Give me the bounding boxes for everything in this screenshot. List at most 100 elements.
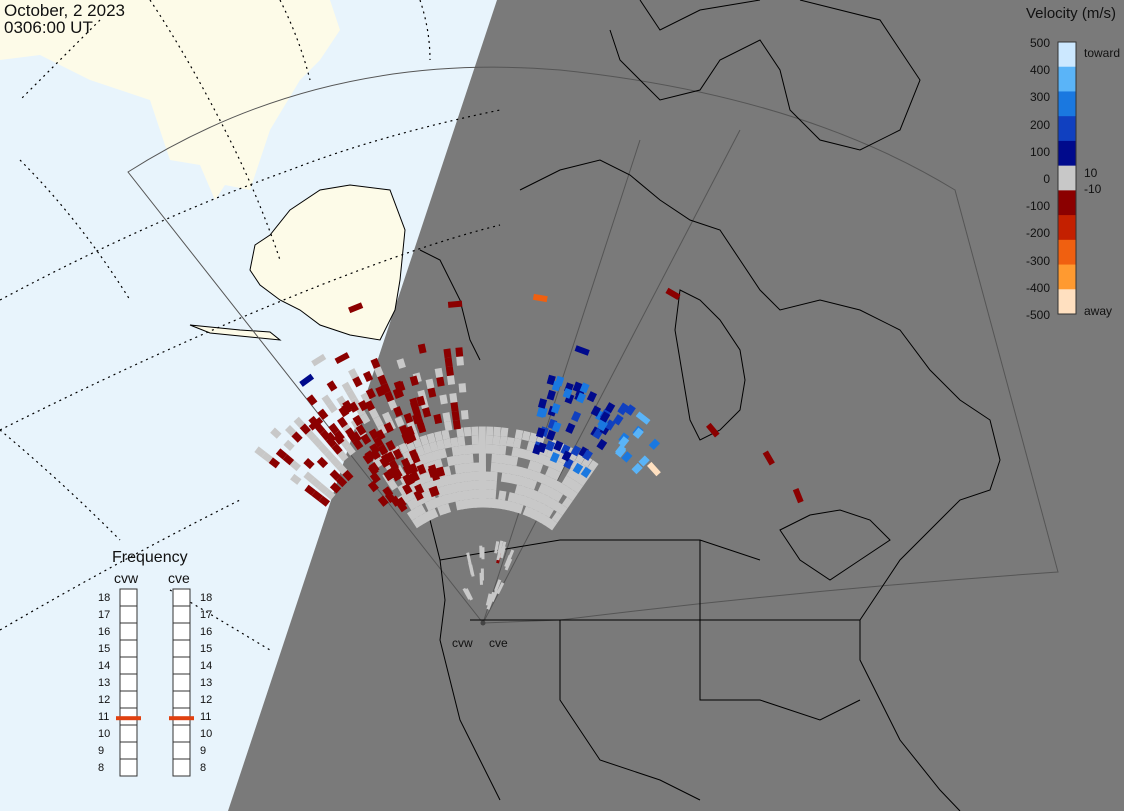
scatter-cell	[373, 436, 384, 448]
scatter-cell	[364, 400, 376, 412]
scatter-cell	[632, 427, 644, 439]
scatter-cell	[615, 446, 627, 458]
scatter-cell	[394, 416, 405, 428]
scatter-cell	[493, 426, 501, 437]
scatter-cell	[465, 453, 474, 464]
frequency-cell	[172, 690, 191, 709]
scatter-cell	[451, 410, 460, 421]
scatter-cell	[329, 482, 342, 494]
scatter-cell	[404, 473, 416, 485]
scatter-cell	[416, 395, 426, 407]
frequency-title: Frequency	[112, 549, 188, 566]
scatter-cell	[536, 453, 547, 465]
scatter-cell	[458, 383, 467, 393]
scatter-cell	[478, 462, 486, 472]
scatter-cell	[434, 431, 443, 442]
scatter-cell	[496, 463, 505, 473]
scatter-cell	[375, 429, 386, 441]
scatter-cell	[534, 511, 546, 524]
scatter-cell	[333, 433, 345, 446]
colorbar-tick-label: -200	[1025, 226, 1050, 241]
scatter-cell	[486, 426, 494, 436]
colorbar-tick-label: 100	[1029, 144, 1050, 159]
scatter-cell	[624, 404, 636, 416]
scatter-cell	[398, 442, 409, 454]
scatter-cell	[547, 488, 559, 500]
scatter-cell	[579, 382, 590, 394]
scatter-cell	[329, 469, 341, 481]
scatter-cell	[306, 394, 318, 406]
scatter-cell	[450, 401, 459, 412]
scatter-cell	[537, 442, 547, 453]
scatter-cell	[460, 463, 469, 473]
scatter-cell	[393, 406, 404, 418]
scatter-cell	[547, 498, 559, 510]
scatter-cell	[348, 368, 359, 380]
scatter-cell	[282, 454, 295, 466]
frequency-cell	[172, 656, 191, 675]
scatter-cell	[311, 490, 323, 502]
scatter-cell	[490, 462, 499, 473]
scatter-cell	[500, 427, 509, 438]
scatter-cell	[415, 514, 427, 526]
scatter-cell	[551, 380, 562, 392]
scatter-cell	[528, 432, 538, 443]
scatter-cell	[554, 461, 565, 473]
scatter-cell	[384, 391, 395, 403]
scatter-cell	[362, 370, 374, 383]
scatter-cell	[478, 471, 487, 481]
scatter-cell	[571, 471, 583, 483]
scatter-cell	[380, 453, 392, 465]
scatter-cell	[346, 389, 357, 401]
scatter-cell	[456, 427, 465, 438]
scatter-cell	[337, 416, 348, 429]
frequency-level-label: 10	[200, 728, 213, 740]
scatter-cell	[543, 506, 554, 518]
scatter-cell	[561, 496, 573, 509]
frequency-cell	[172, 622, 191, 641]
scatter-cell	[526, 441, 536, 452]
frequency-cell	[119, 605, 138, 624]
scatter-cell	[304, 484, 316, 496]
scatter-cell	[403, 412, 414, 424]
scatter-cell	[429, 441, 439, 453]
scatter-cell	[425, 378, 435, 389]
frequency-level-label: 16	[200, 626, 213, 638]
scatter-cell	[534, 501, 546, 513]
radar-label-cve: cve	[489, 636, 508, 650]
scatter-cell	[498, 445, 507, 455]
scatter-cell	[507, 492, 517, 503]
scatter-cell	[352, 414, 364, 427]
frequency-level-label: 13	[98, 677, 111, 689]
scatter-cell	[565, 422, 576, 434]
scatter-cell	[665, 287, 681, 301]
scatter-cell	[377, 424, 388, 436]
scatter-cell	[428, 464, 438, 476]
colorbar-tick-label: -100	[1025, 199, 1050, 214]
colorbar-segment	[1058, 264, 1076, 290]
scatter-cell	[449, 393, 458, 403]
frequency-level-label: 9	[98, 745, 105, 757]
scatter-cell	[465, 444, 473, 455]
scatter-cell	[491, 444, 500, 455]
frequency-cell	[172, 758, 191, 777]
frequency-marker	[169, 716, 194, 721]
scatter-cell	[342, 469, 354, 482]
scatter-cell	[537, 398, 548, 409]
scatter-cell	[311, 436, 324, 449]
frequency-cell	[172, 639, 191, 658]
scatter-cell	[446, 375, 456, 386]
scatter-cell	[438, 448, 448, 459]
scatter-cell	[527, 460, 538, 471]
colorbar-toward-label: toward	[1084, 46, 1121, 60]
scatter-cell	[317, 483, 329, 495]
scatter-cell	[580, 466, 592, 479]
scatter-cell	[762, 450, 775, 466]
scatter-cell	[509, 455, 519, 466]
scatter-cell	[303, 471, 315, 483]
scatter-cell	[402, 464, 414, 476]
scatter-cell	[444, 357, 453, 368]
colorbar-inner-neg-label: -10	[1084, 182, 1102, 196]
